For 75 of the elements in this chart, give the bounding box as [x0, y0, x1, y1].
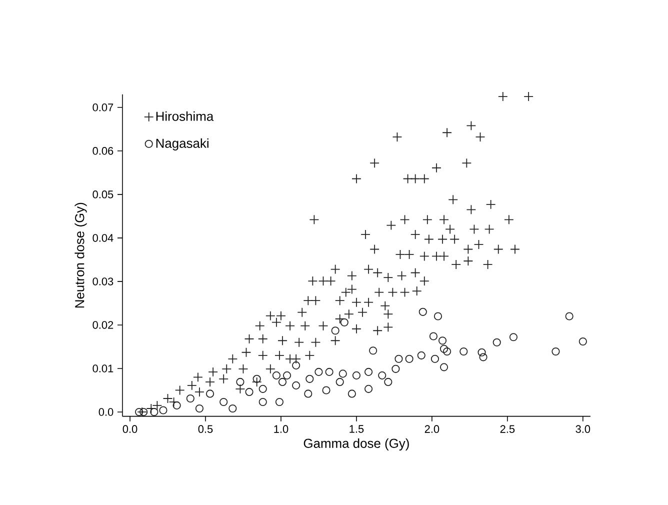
- point: [258, 398, 267, 406]
- point: [275, 398, 284, 406]
- point: [292, 361, 300, 370]
- x-tick-label: 3.0: [576, 425, 590, 433]
- point: [195, 404, 204, 413]
- point: [440, 344, 448, 353]
- point: [172, 401, 181, 410]
- point: [578, 337, 587, 346]
- point: [278, 378, 287, 386]
- point: [418, 308, 427, 316]
- point: [206, 390, 214, 398]
- point: [186, 394, 194, 403]
- y-tick-label: 0.0: [98, 408, 114, 416]
- point: [364, 384, 373, 393]
- point: [460, 347, 468, 356]
- point: [552, 347, 560, 356]
- x-tick-label: 1.0: [274, 425, 288, 433]
- y-axis-title: Neutron dose (Gy): [74, 202, 87, 308]
- point: [245, 388, 254, 396]
- point: [492, 338, 501, 346]
- point: [378, 371, 386, 380]
- point: [292, 381, 300, 390]
- y-tick-label: 0.07: [92, 104, 114, 112]
- y-tick-label: 0.05: [92, 190, 114, 198]
- y-tick-label: 0.06: [92, 147, 114, 155]
- point: [322, 386, 330, 394]
- point: [252, 374, 261, 383]
- point: [282, 371, 292, 380]
- point: [336, 378, 344, 386]
- point: [306, 374, 314, 383]
- point: [331, 326, 340, 335]
- point: [438, 336, 447, 345]
- point: [258, 384, 267, 393]
- point: [478, 348, 486, 356]
- point: [352, 371, 360, 380]
- x-axis-title: Gamma dose (Gy): [304, 438, 409, 451]
- point: [417, 351, 426, 360]
- point: [338, 370, 347, 378]
- point: [509, 333, 518, 342]
- x-tick-label: 0.5: [198, 425, 213, 433]
- point: [392, 364, 400, 373]
- point: [440, 363, 448, 372]
- point: [228, 404, 237, 413]
- point: [220, 398, 228, 406]
- point: [430, 354, 439, 363]
- point: [443, 347, 452, 356]
- point: [159, 406, 168, 414]
- point: [325, 368, 334, 376]
- point: [272, 371, 280, 380]
- y-tick-label: 0.01: [92, 364, 114, 372]
- point: [340, 318, 348, 326]
- point: [364, 368, 373, 376]
- point: [348, 390, 356, 398]
- y-tick-label: 0.02: [92, 321, 114, 329]
- x-tick-label: 0.0: [122, 425, 138, 433]
- point: [369, 346, 378, 355]
- point: [236, 378, 244, 386]
- point: [565, 312, 574, 320]
- point: [135, 408, 144, 416]
- point: [394, 354, 403, 363]
- point: [384, 378, 392, 386]
- legend-label: Hiroshima: [156, 111, 214, 121]
- x-tick-label: 2.0: [424, 425, 440, 433]
- point: [434, 312, 442, 320]
- y-tick-label: 0.04: [92, 234, 114, 242]
- point: [429, 332, 438, 340]
- point: [140, 408, 148, 416]
- point: [479, 353, 488, 362]
- x-tick-label: 2.5: [500, 425, 515, 433]
- point: [314, 368, 323, 376]
- point: [304, 390, 312, 398]
- y-tick-label: 0.03: [92, 278, 114, 286]
- point: [405, 354, 414, 363]
- x-tick-label: 1.5: [350, 425, 364, 433]
- legend-label: Nagasaki: [156, 138, 208, 150]
